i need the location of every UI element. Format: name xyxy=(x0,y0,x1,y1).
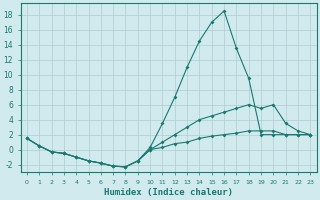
X-axis label: Humidex (Indice chaleur): Humidex (Indice chaleur) xyxy=(104,188,233,197)
